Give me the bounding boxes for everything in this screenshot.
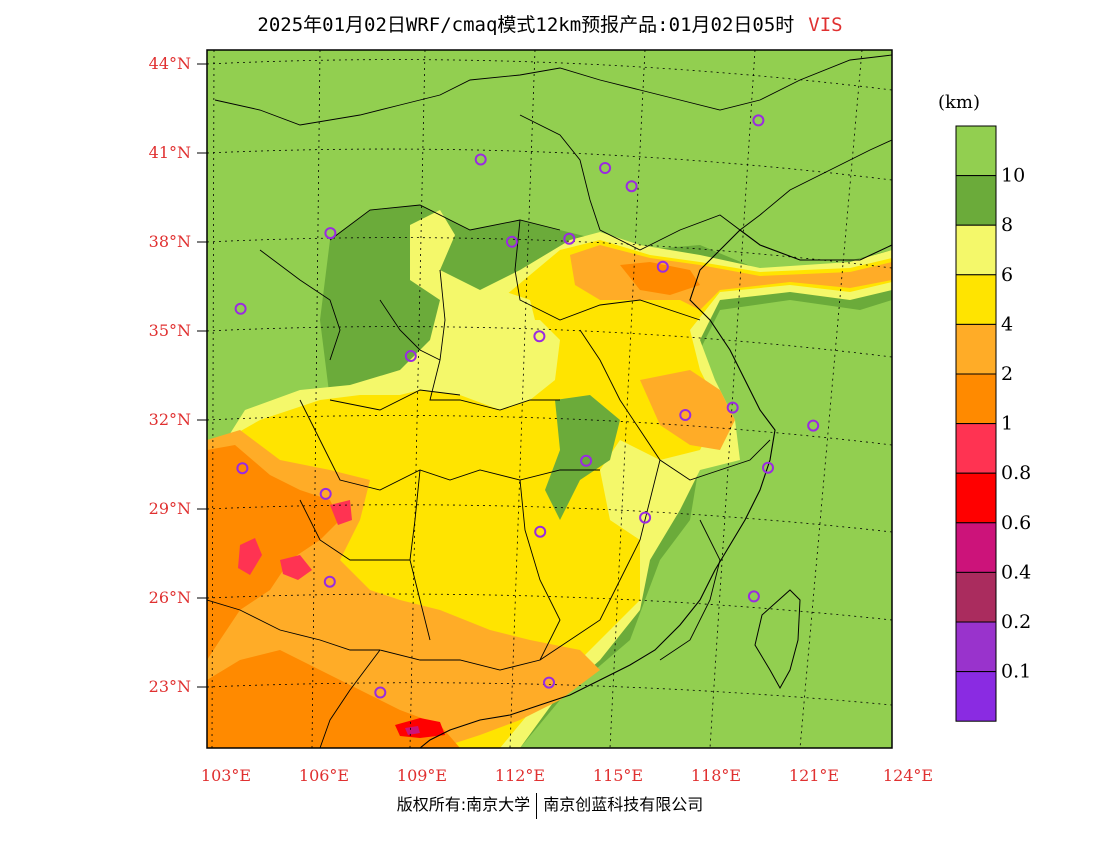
city-marker xyxy=(323,575,336,588)
city-marker xyxy=(189,628,199,638)
city-marker xyxy=(807,419,820,432)
lat-label: 32°N xyxy=(149,410,191,429)
footer-left: 版权所有:南京大学 xyxy=(396,795,531,814)
footer: 版权所有:南京大学 南京创蓝科技有限公司 xyxy=(0,791,1100,819)
city-marker xyxy=(639,511,652,524)
lat-label: 29°N xyxy=(149,499,191,518)
lon-label: 103°E xyxy=(201,766,251,785)
latitude-labels: 44°N 41°N 38°N 35°N 32°N 29°N 26°N 23°N xyxy=(149,54,207,696)
legend-unit: (km) xyxy=(938,92,981,113)
city-marker xyxy=(474,153,487,166)
visibility-field-2km-north xyxy=(570,245,892,310)
city-marker xyxy=(656,260,669,273)
lat-label: 26°N xyxy=(149,588,191,607)
city-marker xyxy=(324,227,337,240)
legend-label: 0.6 xyxy=(1001,512,1031,534)
legend-swatch xyxy=(955,323,997,375)
legend-label: 0.2 xyxy=(1001,611,1031,633)
footer-separator xyxy=(536,792,538,819)
lon-label: 124°E xyxy=(883,766,933,785)
lat-label: 38°N xyxy=(149,232,191,251)
city-marker xyxy=(599,162,612,174)
plot-frame xyxy=(206,49,893,749)
legend-label: 0.8 xyxy=(1001,462,1031,484)
legend-label: 0.4 xyxy=(1001,561,1031,583)
lat-label: 23°N xyxy=(149,677,191,696)
legend-swatch xyxy=(955,621,997,673)
city-marker xyxy=(404,350,417,362)
city-marker xyxy=(505,235,518,248)
lat-label: 44°N xyxy=(149,54,191,73)
visibility-field-6km-central xyxy=(455,290,540,395)
city-marker xyxy=(533,330,546,343)
city-marker xyxy=(747,590,760,603)
legend-swatch xyxy=(955,472,997,524)
lon-label: 109°E xyxy=(397,766,447,785)
title-variable: VIS xyxy=(808,14,843,36)
city-marker xyxy=(762,461,774,474)
footer-right: 南京创蓝科技有限公司 xyxy=(543,795,704,814)
chart-title: 2025年01月02日WRF/cmaq模式12km预报产品:01月02日05时 V… xyxy=(0,10,1100,37)
lon-label: 118°E xyxy=(691,766,741,785)
city-marker xyxy=(752,114,765,127)
legend-swatch xyxy=(955,274,997,325)
legend-swatch xyxy=(955,125,997,177)
legend-swatch xyxy=(955,571,997,623)
city-markers xyxy=(189,114,820,699)
visibility-legend: 10 8 6 4 2 1 0.8 0.6 0.4 0.2 0.1 xyxy=(955,125,1031,722)
map-plot-area xyxy=(189,50,892,748)
visibility-field-0.8km xyxy=(238,500,352,580)
city-marker xyxy=(625,180,638,193)
legend-swatch xyxy=(955,522,997,573)
legend-swatch xyxy=(955,423,997,474)
city-marker xyxy=(543,676,555,689)
city-marker xyxy=(679,409,692,421)
coastline xyxy=(419,229,892,748)
title-main: 2025年01月02日WRF/cmaq模式12km预报产品:01月02日05时 xyxy=(257,14,795,36)
city-marker xyxy=(319,487,332,500)
legend-label: 10 xyxy=(1001,165,1025,187)
legend-label: 4 xyxy=(1001,313,1013,335)
visibility-field-1km xyxy=(207,445,340,660)
taiwan-outline xyxy=(754,589,801,690)
city-marker xyxy=(580,454,593,467)
legend-label: 2 xyxy=(1001,363,1013,385)
city-marker xyxy=(534,525,547,538)
lon-label: 106°E xyxy=(299,766,349,785)
graticule xyxy=(207,50,892,748)
lon-label: 112°E xyxy=(495,766,545,785)
visibility-field-0.4km xyxy=(405,726,420,735)
city-marker xyxy=(726,401,739,414)
legend-label: 0.1 xyxy=(1001,661,1031,683)
visibility-field-1km-south xyxy=(207,650,460,748)
longitude-labels: 103°E 106°E 109°E 112°E 115°E 118°E 121°E 124°E xyxy=(201,766,933,785)
province-boundaries xyxy=(207,54,892,748)
city-marker xyxy=(563,232,576,245)
legend-swatch xyxy=(955,175,997,226)
lat-label: 35°N xyxy=(149,321,191,340)
lat-label: 41°N xyxy=(149,143,191,162)
lon-label: 121°E xyxy=(789,766,839,785)
lon-label: 115°E xyxy=(593,766,643,785)
legend-label: 1 xyxy=(1001,413,1013,435)
legend-label: 8 xyxy=(1001,214,1013,236)
city-marker xyxy=(236,462,249,475)
visibility-field-1km-north xyxy=(620,262,700,295)
legend-label: 6 xyxy=(1001,264,1013,286)
legend-swatch xyxy=(955,224,997,276)
legend-swatch xyxy=(955,671,997,722)
city-marker xyxy=(374,686,387,699)
legend-swatch xyxy=(955,373,997,425)
city-marker xyxy=(234,302,247,315)
